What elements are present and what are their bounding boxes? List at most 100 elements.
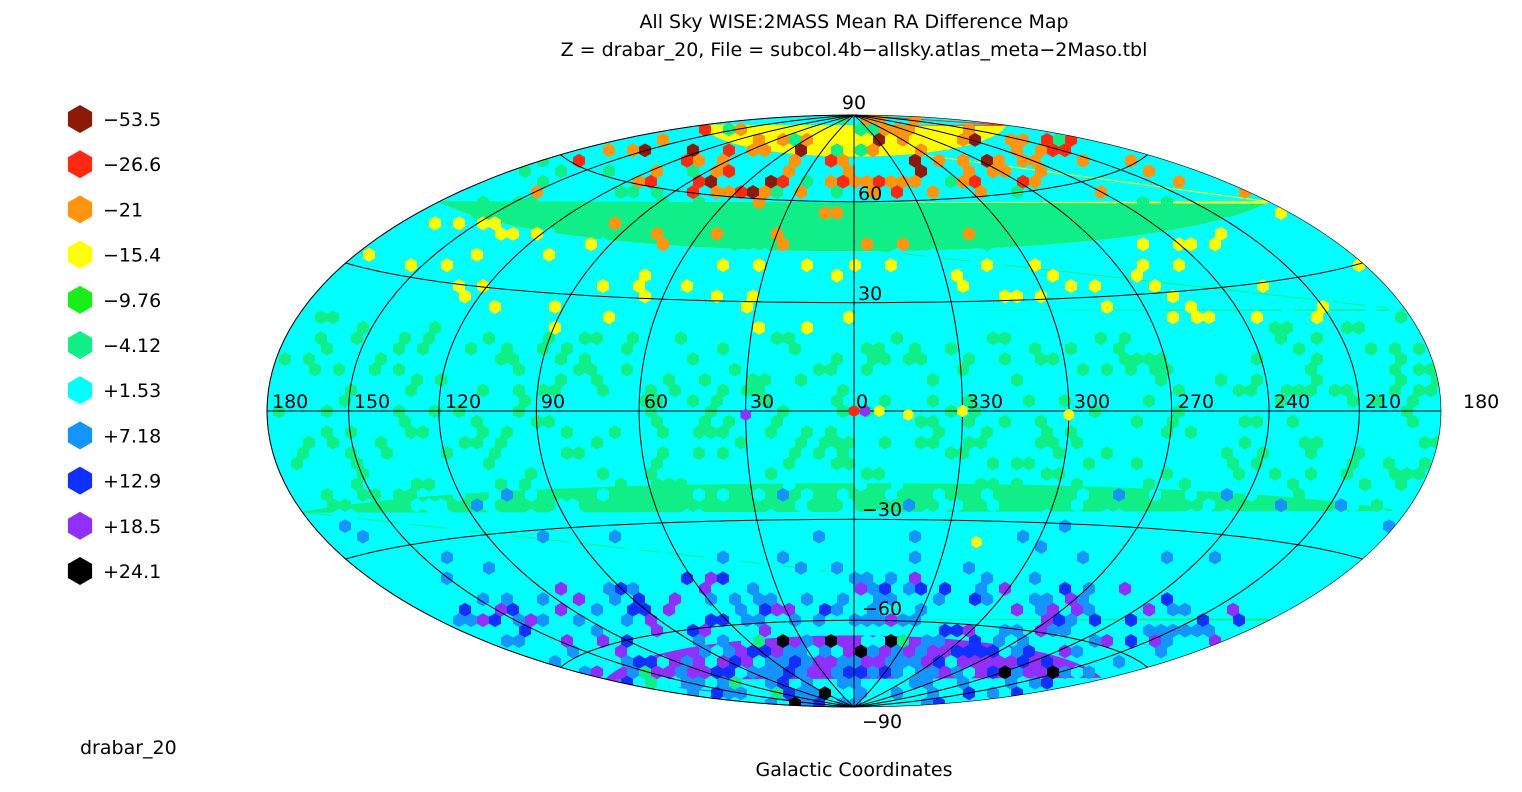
hex-cell bbox=[849, 654, 861, 669]
hex-cell bbox=[945, 174, 957, 189]
hex-cell bbox=[1155, 268, 1167, 283]
hex-cell bbox=[1269, 550, 1281, 565]
hex-cell bbox=[1233, 237, 1245, 252]
hex-cell bbox=[927, 414, 939, 429]
highlight-point-1 bbox=[859, 405, 871, 417]
hex-cell bbox=[591, 247, 603, 262]
hex-cell bbox=[801, 696, 813, 707]
hex-cell bbox=[633, 279, 645, 293]
hex-cell bbox=[831, 602, 843, 617]
hex-cell bbox=[987, 644, 999, 659]
hex-cell bbox=[1173, 174, 1185, 189]
hex-cell bbox=[1389, 362, 1401, 377]
hex-cell bbox=[447, 581, 459, 596]
highlight-point-6 bbox=[1063, 408, 1074, 421]
hex-cell bbox=[429, 592, 441, 607]
hex-cell bbox=[333, 529, 345, 544]
hex-cell bbox=[1251, 414, 1263, 429]
hex-cell bbox=[1101, 446, 1113, 460]
hex-cell bbox=[1215, 268, 1227, 283]
hex-cell bbox=[369, 529, 381, 544]
hex-cell bbox=[1149, 279, 1161, 293]
hex-cell bbox=[1179, 623, 1191, 638]
hex-cell bbox=[441, 258, 453, 273]
hex-cell bbox=[873, 132, 885, 147]
hex-cell bbox=[831, 686, 843, 701]
hex-cell bbox=[891, 665, 903, 680]
hex-cell bbox=[297, 446, 309, 460]
hex-cell bbox=[333, 362, 345, 377]
hex-cell bbox=[1119, 581, 1131, 596]
hex-cell bbox=[849, 174, 861, 189]
hex-cell bbox=[627, 540, 639, 554]
hex-cell bbox=[1335, 289, 1347, 304]
hex-cell bbox=[975, 477, 987, 492]
hex-cell bbox=[897, 613, 909, 628]
hex-cell bbox=[981, 258, 993, 273]
hex-cell bbox=[717, 425, 729, 440]
hex-cell bbox=[711, 644, 723, 659]
hex-cell bbox=[747, 143, 759, 158]
hex-cell bbox=[825, 237, 837, 252]
hex-cell bbox=[1299, 226, 1311, 241]
hex-cell bbox=[477, 425, 489, 440]
hex-cell bbox=[993, 320, 1005, 335]
hex-cell bbox=[525, 195, 537, 210]
hex-cell bbox=[759, 373, 771, 387]
hex-cell bbox=[453, 237, 465, 252]
hex-cell bbox=[1029, 592, 1041, 607]
hex-cell bbox=[1191, 519, 1203, 534]
hex-cell bbox=[1293, 571, 1305, 586]
hex-cell bbox=[429, 320, 441, 335]
hex-cell bbox=[747, 185, 759, 199]
hex-cell bbox=[1095, 310, 1107, 325]
hex-cell bbox=[1239, 226, 1251, 241]
hex-cell bbox=[1251, 373, 1263, 387]
hex-cell bbox=[963, 226, 975, 241]
hex-cell bbox=[693, 153, 705, 168]
hex-cell bbox=[939, 581, 951, 596]
hex-cell bbox=[909, 237, 921, 252]
hex-cell bbox=[843, 456, 855, 471]
hex-cell bbox=[1401, 467, 1413, 481]
hex-cell bbox=[879, 581, 891, 596]
hex-cell bbox=[939, 623, 951, 638]
hex-cell bbox=[987, 164, 999, 179]
hex-cell bbox=[981, 216, 993, 231]
hex-cell bbox=[903, 310, 915, 325]
hex-cell bbox=[423, 310, 435, 325]
hex-cell bbox=[1413, 467, 1425, 481]
hex-cell bbox=[861, 341, 873, 356]
hex-cell bbox=[855, 581, 867, 596]
hex-cell bbox=[1065, 571, 1077, 586]
hex-cell bbox=[729, 320, 741, 335]
hex-cell bbox=[789, 613, 801, 628]
hex-cell bbox=[483, 581, 495, 596]
hex-cell bbox=[915, 414, 927, 429]
hex-cell bbox=[807, 644, 819, 659]
hex-cell bbox=[963, 644, 975, 659]
hex-cell bbox=[501, 341, 513, 356]
hex-cell bbox=[345, 508, 357, 523]
hex-cell bbox=[1245, 237, 1257, 252]
hex-cell bbox=[507, 519, 519, 534]
hex-cell bbox=[315, 310, 327, 325]
longitude-tick-label: 120 bbox=[445, 391, 481, 413]
hex-cell bbox=[501, 425, 513, 440]
hex-cell bbox=[723, 644, 735, 659]
hex-cell bbox=[1293, 383, 1305, 398]
hex-cell bbox=[897, 654, 909, 669]
hex-cell bbox=[957, 675, 969, 690]
hex-cell bbox=[615, 289, 627, 304]
hex-cell bbox=[423, 331, 435, 346]
hex-cell bbox=[1005, 675, 1017, 690]
hex-cell bbox=[873, 341, 885, 356]
hex-cell bbox=[909, 320, 921, 335]
hex-cell bbox=[717, 550, 729, 565]
hex-cell bbox=[687, 352, 699, 367]
hex-cell bbox=[1161, 195, 1173, 210]
hex-cell bbox=[507, 352, 519, 367]
hex-cell bbox=[603, 164, 615, 179]
hex-cell bbox=[837, 174, 849, 189]
hex-cell bbox=[1203, 540, 1215, 554]
